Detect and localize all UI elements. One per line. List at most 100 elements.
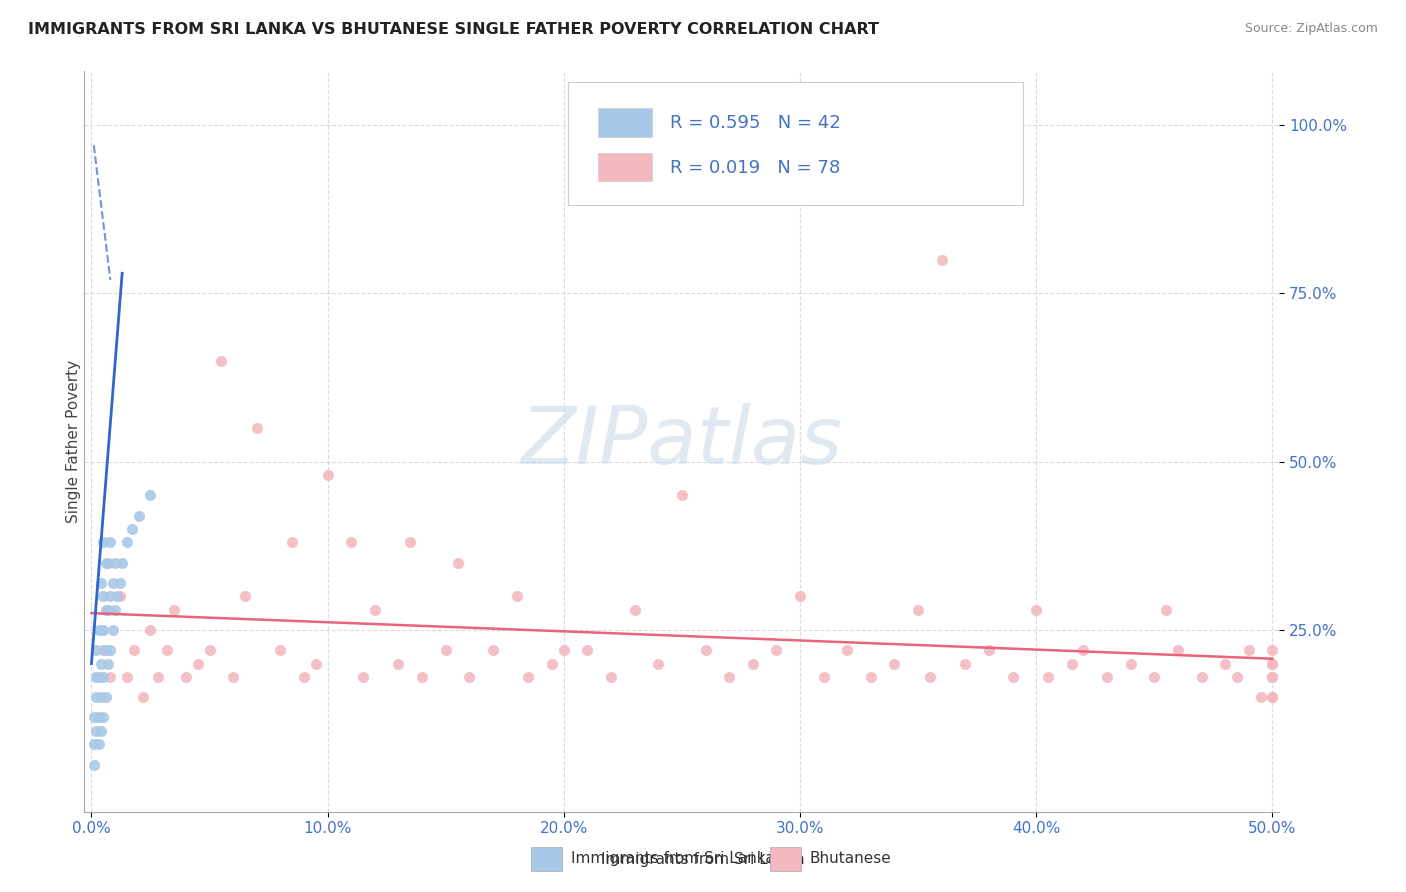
Point [399, 535, 422, 549]
Point [101, 575, 124, 590]
Point [918, 670, 941, 684]
Point [741, 657, 763, 671]
Point [718, 670, 741, 684]
Point [84, 690, 107, 705]
Point [1250, 690, 1272, 705]
Text: R = 0.595   N = 42: R = 0.595 N = 42 [671, 114, 841, 132]
Point [446, 556, 468, 570]
Point [281, 535, 304, 549]
Point [1237, 643, 1260, 657]
Point [269, 643, 291, 657]
Point [91, 623, 114, 637]
Point [139, 488, 162, 502]
Point [859, 670, 882, 684]
Point [505, 590, 527, 604]
Point [84, 643, 107, 657]
Text: IMMIGRANTS FROM SRI LANKA VS BHUTANESE SINGLE FATHER POVERTY CORRELATION CHART: IMMIGRANTS FROM SRI LANKA VS BHUTANESE S… [28, 22, 879, 37]
Point [1025, 603, 1047, 617]
Point [87, 710, 110, 724]
Point [246, 421, 269, 435]
Point [316, 468, 339, 483]
Point [91, 643, 114, 657]
Text: Immigrants from Sri Lanka: Immigrants from Sri Lanka [602, 852, 804, 867]
Point [156, 643, 179, 657]
Point [104, 603, 127, 617]
Text: R = 0.019   N = 78: R = 0.019 N = 78 [671, 159, 841, 177]
Point [104, 556, 127, 570]
Point [1261, 643, 1284, 657]
Point [695, 643, 717, 657]
Point [765, 643, 787, 657]
Point [115, 670, 138, 684]
Point [108, 575, 131, 590]
Point [90, 723, 112, 738]
Point [111, 556, 134, 570]
Point [576, 643, 599, 657]
Point [1073, 643, 1095, 657]
Point [411, 670, 433, 684]
Point [98, 590, 121, 604]
Point [139, 623, 162, 637]
FancyBboxPatch shape [599, 109, 652, 136]
Point [789, 590, 811, 604]
Point [174, 670, 197, 684]
Point [132, 690, 155, 705]
Point [91, 710, 114, 724]
Point [1191, 670, 1213, 684]
Point [647, 657, 669, 671]
Point [87, 623, 110, 637]
Point [1261, 690, 1284, 705]
FancyBboxPatch shape [568, 82, 1022, 204]
Point [90, 657, 112, 671]
Point [1213, 657, 1236, 671]
Point [97, 657, 120, 671]
Point [907, 603, 929, 617]
Point [91, 590, 114, 604]
Point [352, 670, 374, 684]
Point [671, 488, 693, 502]
Point [553, 643, 575, 657]
Point [121, 522, 143, 536]
Point [1143, 670, 1166, 684]
Point [364, 603, 387, 617]
Point [98, 643, 121, 657]
Point [101, 623, 124, 637]
Point [108, 590, 131, 604]
Point [128, 508, 150, 523]
Point [541, 657, 564, 671]
Point [107, 590, 129, 604]
Point [1095, 670, 1118, 684]
Point [434, 643, 457, 657]
Text: Source: ZipAtlas.com: Source: ZipAtlas.com [1244, 22, 1378, 36]
Point [482, 643, 505, 657]
Point [98, 535, 121, 549]
Point [97, 603, 120, 617]
Point [233, 590, 256, 604]
Point [600, 670, 623, 684]
Point [94, 690, 117, 705]
Point [163, 603, 186, 617]
Point [87, 738, 110, 752]
Point [209, 353, 232, 368]
Point [98, 670, 121, 684]
Point [813, 670, 835, 684]
Point [91, 670, 114, 684]
Point [90, 623, 112, 637]
Point [1261, 690, 1284, 705]
Point [1119, 657, 1142, 671]
Point [1261, 670, 1284, 684]
Point [1261, 657, 1284, 671]
Point [83, 757, 105, 772]
Point [1167, 643, 1189, 657]
Point [91, 535, 114, 549]
Point [292, 670, 315, 684]
Point [1261, 670, 1284, 684]
Point [305, 657, 328, 671]
Point [94, 643, 117, 657]
Text: Bhutanese: Bhutanese [810, 852, 891, 866]
Point [837, 643, 859, 657]
Point [1261, 670, 1284, 684]
Point [517, 670, 540, 684]
Point [340, 535, 363, 549]
Point [94, 556, 117, 570]
